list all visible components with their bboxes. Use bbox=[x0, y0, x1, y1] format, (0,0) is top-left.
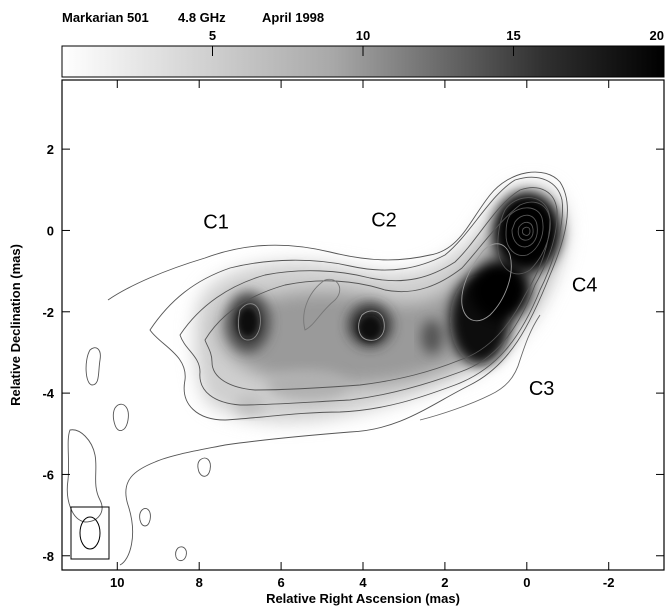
beam-box bbox=[70, 506, 110, 560]
y-tick-label: -2 bbox=[42, 305, 54, 320]
emission-greyscale bbox=[194, 184, 568, 422]
component-label-c2: C2 bbox=[371, 209, 397, 231]
x-tick-label: 0 bbox=[523, 575, 530, 590]
x-axis-label: Relative Right Ascension (mas) bbox=[266, 591, 460, 606]
source-name: Markarian 501 bbox=[62, 10, 149, 25]
x-tick-label: 4 bbox=[359, 575, 367, 590]
y-axis-label: Relative Declination (mas) bbox=[8, 244, 23, 406]
x-tick-label: 6 bbox=[277, 575, 284, 590]
y-tick-label: 0 bbox=[47, 223, 54, 238]
epoch-label: April 1998 bbox=[262, 10, 324, 25]
component-label-c1: C1 bbox=[203, 211, 229, 233]
y-tick-label: 2 bbox=[47, 142, 54, 157]
x-tick-label: -2 bbox=[603, 575, 615, 590]
component-label-c4: C4 bbox=[572, 274, 598, 296]
colorbar-tick-label: 10 bbox=[356, 28, 370, 43]
x-tick-label: 10 bbox=[110, 575, 124, 590]
colorbar-tick-label: 15 bbox=[506, 28, 520, 43]
colorbar-ticks: 5 10 15 20 bbox=[209, 28, 665, 56]
colorbar: 5 10 15 20 bbox=[61, 28, 665, 78]
y-axis: 2 0 -2 -4 -6 -8 bbox=[42, 142, 664, 564]
colorbar-tick-label: 20 bbox=[650, 28, 664, 43]
colorbar-tick-label: 5 bbox=[209, 28, 216, 43]
y-tick-label: -4 bbox=[42, 386, 54, 401]
y-tick-label: -6 bbox=[42, 467, 54, 482]
beam-ellipse bbox=[79, 516, 101, 550]
x-tick-label: 2 bbox=[441, 575, 448, 590]
frequency-label: 4.8 GHz bbox=[178, 10, 226, 25]
image-panel: C1 C2 C3 C4 bbox=[66, 171, 597, 566]
x-tick-label: 8 bbox=[196, 575, 203, 590]
component-label-c3: C3 bbox=[529, 378, 555, 400]
x-axis: 10 8 6 4 2 0 -2 bbox=[110, 80, 614, 590]
component-labels: C1 C2 C3 C4 bbox=[203, 209, 597, 400]
contour-lines bbox=[66, 171, 568, 566]
y-tick-label: -8 bbox=[42, 549, 54, 564]
